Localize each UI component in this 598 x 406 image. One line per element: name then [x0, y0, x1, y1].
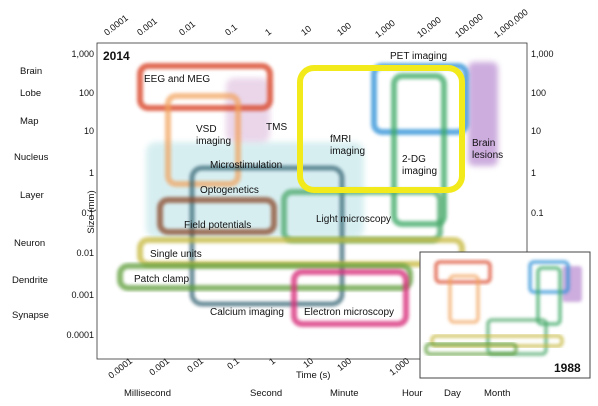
inset-patch-clamp-outline [424, 342, 518, 356]
label-line: imaging [196, 136, 231, 147]
field-potentials-outline [157, 197, 277, 235]
scale-label-dendrite: Dendrite [12, 275, 48, 286]
scale-label-brain: Brain [20, 66, 42, 77]
year-inset: 1988 [554, 361, 581, 375]
brain-lesions-fill [468, 62, 498, 166]
scale-label-map: Map [20, 116, 38, 127]
label-patch-clamp: Patch clamp [134, 274, 189, 285]
right-axis-ticks: 1,000 100 10 1 0.1 [531, 49, 554, 218]
label-line: 2-DG [402, 154, 426, 165]
label-fmri: fMRI imaging [330, 134, 365, 157]
label-light-microscopy: Light microscopy [316, 214, 391, 225]
inset-vsd-outline [448, 274, 480, 324]
scale-label-neuron: Neuron [14, 238, 45, 249]
time-labels: Millisecond Second Minute Hour Day Month [124, 388, 510, 399]
top-tick: 0.01 [177, 19, 197, 38]
time-label-hour: Hour [402, 388, 423, 399]
label-vsd: VSD imaging [196, 124, 231, 147]
vsd-outline [165, 93, 241, 187]
inset-brain-lesions-fill [562, 266, 582, 302]
left-axis-ticks: 1,000 100 10 1 0.1 0.01 0.001 0.0001 [66, 49, 94, 340]
top-tick: 100,000 [453, 12, 485, 40]
label-optogenetics: Optogenetics [200, 185, 259, 196]
bottom-tick: 0.0001 [106, 356, 134, 381]
y-tick-left: 100 [79, 88, 94, 98]
patch-clamp-outline [117, 263, 413, 291]
x-axis-title: Time (s) [296, 370, 330, 381]
inset-two-dg-outline [536, 266, 562, 326]
bottom-tick: 1 [267, 356, 277, 367]
top-tick: 10,000 [415, 15, 443, 40]
inset-single-units-outline [430, 334, 564, 348]
year-main: 2014 [103, 49, 130, 63]
scale-label-layer: Layer [20, 190, 44, 201]
label-line: imaging [402, 166, 437, 177]
inset-eeg-outline [434, 260, 492, 284]
top-tick: 0.0001 [102, 13, 130, 38]
eeg-meg-outline [137, 63, 273, 111]
top-tick: 1 [263, 27, 273, 38]
label-microstimulation: Microstimulation [210, 160, 282, 171]
time-label-day: Day [444, 388, 461, 399]
y-tick-left: 10 [84, 126, 94, 136]
y-tick-left: 0.001 [71, 290, 94, 300]
label-line: lesions [472, 150, 503, 161]
label-line: imaging [330, 146, 365, 157]
scale-label-lobe: Lobe [20, 88, 41, 99]
method-labels: EEG and MEG PET imaging Brain lesions VSD… [134, 51, 503, 318]
y-tick-right: 10 [531, 126, 541, 136]
label-tms: TMS [266, 122, 287, 133]
scale-label-synapse: Synapse [12, 310, 49, 321]
label-line: fMRI [330, 134, 351, 145]
method-outlines [117, 63, 469, 327]
top-tick: 0.1 [223, 22, 239, 38]
top-tick: 10 [299, 24, 313, 38]
y-tick-left: 0.1 [81, 208, 94, 218]
label-two-dg: 2-DG imaging [402, 154, 437, 177]
label-pet: PET imaging [390, 51, 447, 62]
two-dg-outline [391, 73, 447, 227]
label-single-units: Single units [150, 249, 202, 260]
bottom-tick: 10 [301, 356, 315, 370]
y-tick-left: 1 [89, 168, 94, 178]
top-tick: 1,000,000 [492, 7, 530, 40]
time-label-minute: Minute [330, 388, 359, 399]
inset-pet-outline [528, 260, 570, 294]
y-tick-left: 0.0001 [66, 330, 94, 340]
fmri-outline [297, 65, 465, 193]
y-tick-right: 0.1 [531, 208, 544, 218]
time-label-second: Second [250, 388, 282, 399]
top-tick: 0.001 [135, 16, 159, 38]
electron-microscopy-outline [291, 269, 409, 327]
y-tick-right: 1,000 [531, 49, 554, 59]
label-line: VSD [196, 124, 217, 135]
scale-labels: Brain Lobe Map Nucleus Layer Neuron Dend… [12, 66, 49, 321]
y-tick-right: 100 [531, 88, 546, 98]
y-tick-left: 1,000 [71, 49, 94, 59]
scale-label-nucleus: Nucleus [14, 152, 49, 163]
top-tick: 1,000 [373, 18, 397, 40]
label-electron-microscopy: Electron microscopy [304, 307, 394, 318]
time-label-millisecond: Millisecond [124, 388, 171, 399]
label-field-potentials: Field potentials [184, 220, 251, 231]
inset-1988: 1988 [419, 251, 591, 379]
y-axis-title: Size (mm) [86, 190, 97, 233]
top-tick: 100 [335, 20, 353, 37]
label-line: Brain [472, 138, 495, 149]
y-tick-left: 0.01 [76, 248, 94, 258]
time-label-month: Month [484, 388, 510, 399]
optogenetics-outline [189, 165, 345, 307]
label-calcium-imaging: Calcium imaging [210, 307, 284, 318]
top-axis-ticks: 0.0001 0.001 0.01 0.1 1 10 100 1,000 10,… [102, 7, 530, 40]
label-eeg-meg: EEG and MEG [144, 74, 210, 85]
label-brain-lesions: Brain lesions [472, 138, 503, 161]
bottom-axis-ticks: 0.0001 0.001 0.01 0.1 1 10 100 1,000 [106, 356, 411, 381]
y-tick-right: 1 [531, 168, 536, 178]
